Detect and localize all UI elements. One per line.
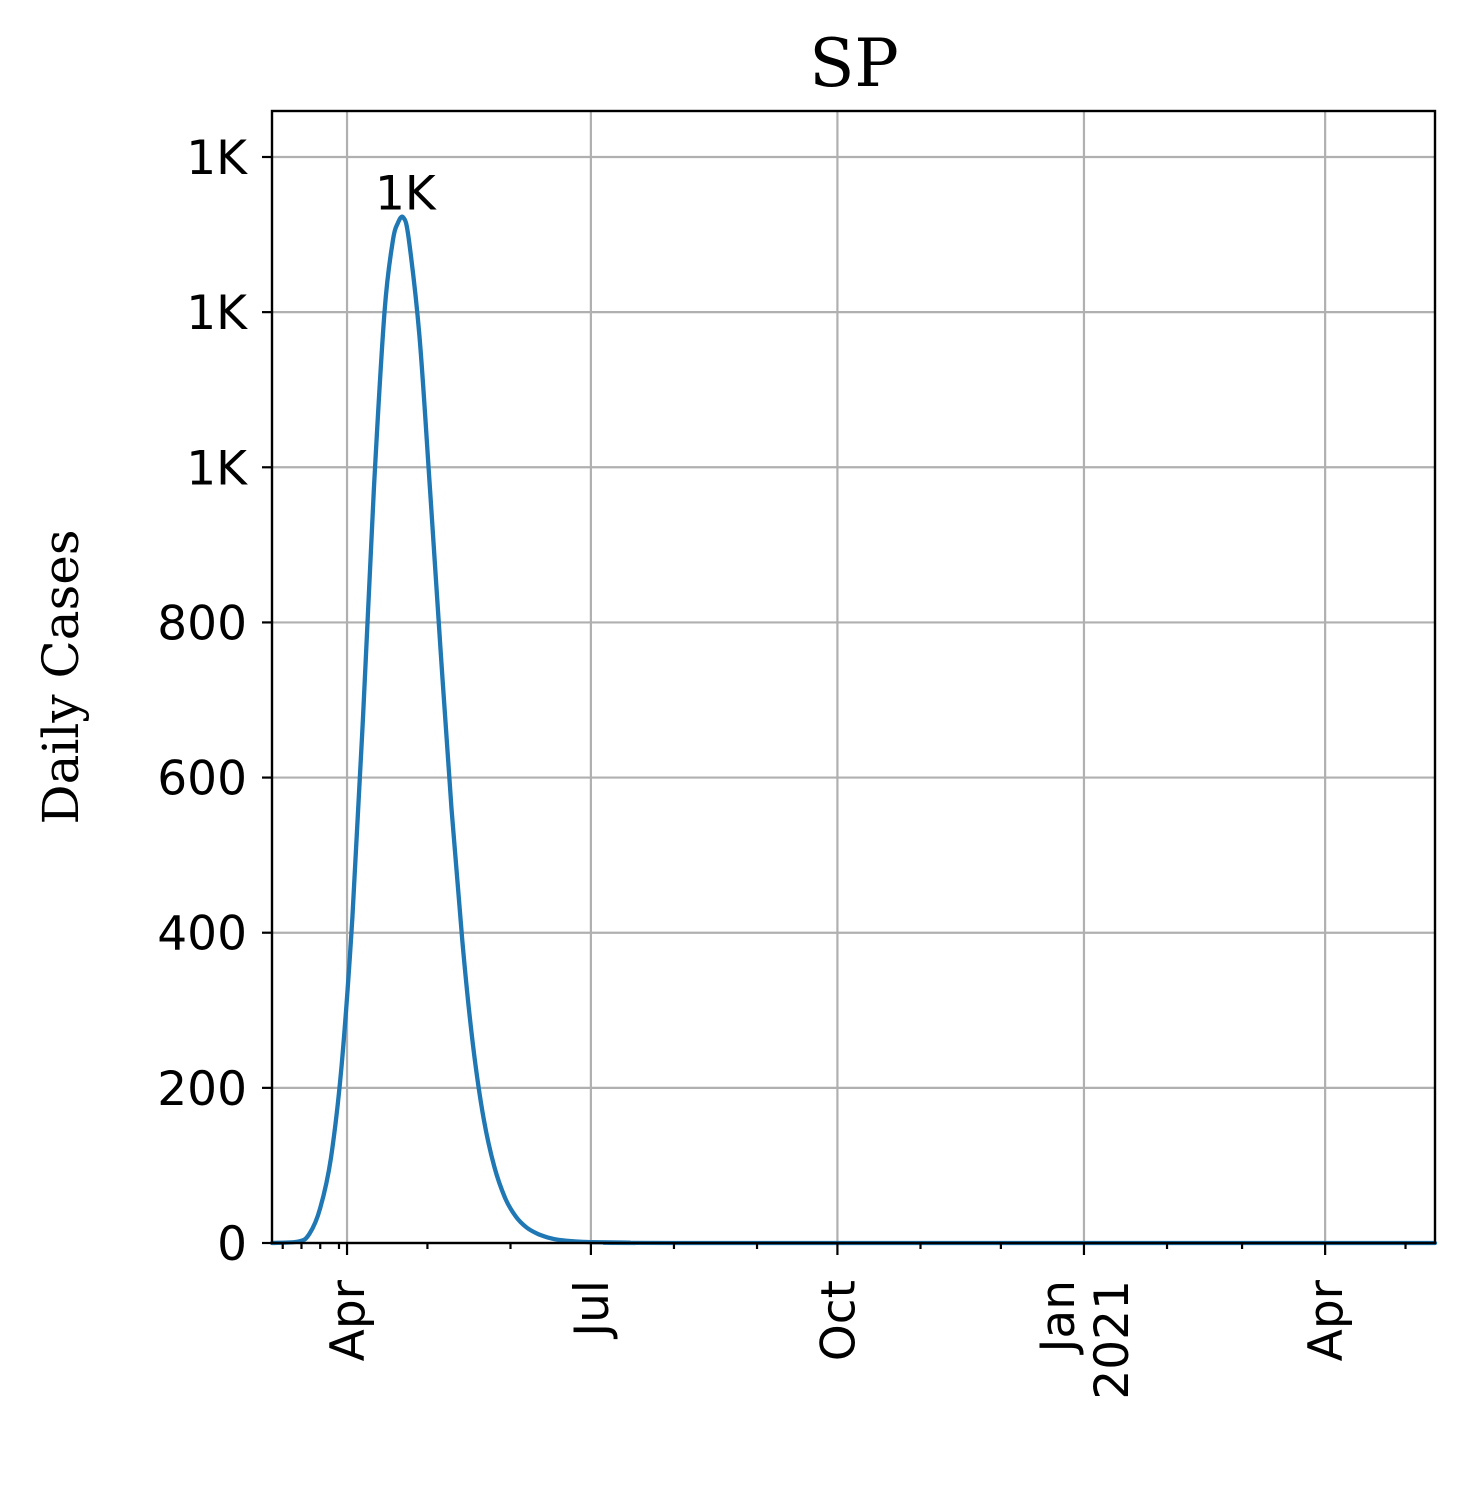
y-tick-label: 1K: [186, 131, 248, 186]
plot-area-frame: [270, 109, 1437, 1245]
y-tick-label: 400: [157, 907, 247, 962]
series-line: [269, 214, 1438, 1246]
x-tick-label: Jul: [565, 1280, 620, 1340]
series-layer: [269, 214, 1438, 1246]
y-tick-label: 200: [157, 1062, 247, 1117]
x-tick-label: Oct: [811, 1280, 866, 1361]
peak-annotation: 1K: [375, 167, 437, 222]
y-tick-label: 1K: [186, 286, 248, 341]
label-layer: 0 200 400 600 800 1K 1K 1K Apr Jul Oct Jan 2021 Apr 1K: [157, 131, 1354, 1400]
x-tick-label: Jan: [1031, 1280, 1086, 1355]
x-tick-label: Apr: [321, 1279, 376, 1361]
y-tick-label: 0: [217, 1217, 247, 1272]
x-tick-label: 2021: [1085, 1280, 1140, 1400]
y-axis-label: Daily Cases: [32, 530, 90, 825]
y-tick-label: 1K: [186, 441, 248, 496]
chart-title: SP: [809, 25, 899, 102]
y-tick-label: 600: [157, 752, 247, 807]
grid-layer: [272, 111, 1435, 1245]
y-tick-label: 800: [157, 596, 247, 651]
tick-layer: [262, 155, 1407, 1255]
x-tick-label: Apr: [1299, 1279, 1354, 1361]
